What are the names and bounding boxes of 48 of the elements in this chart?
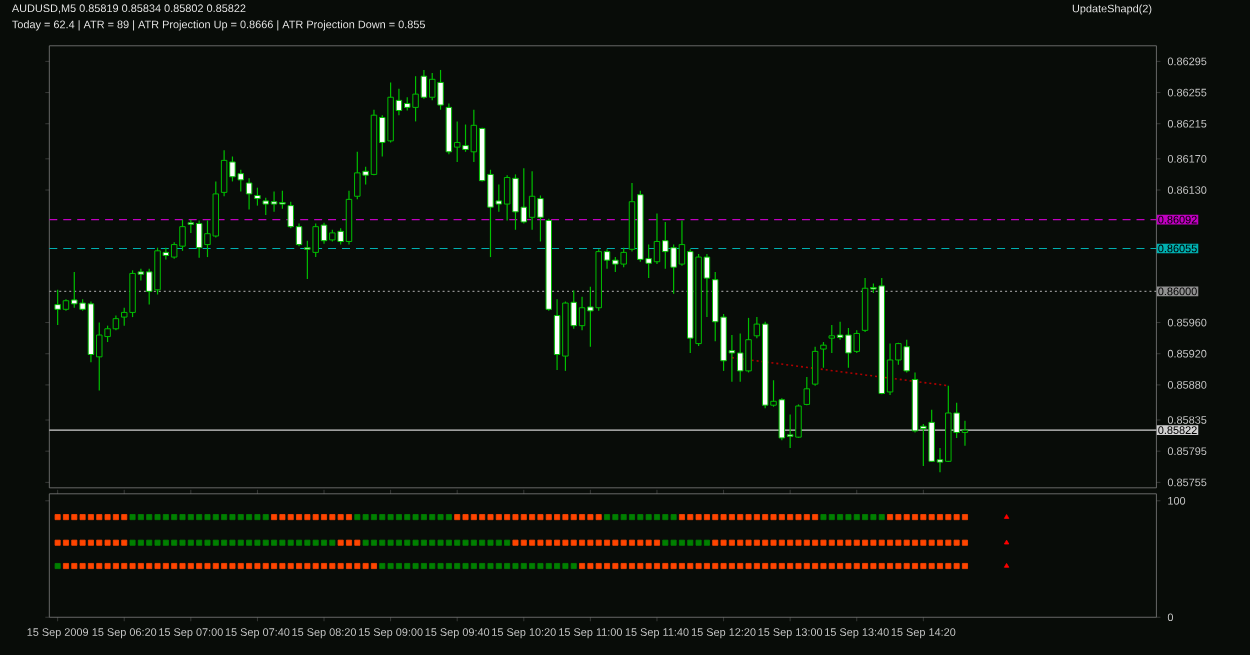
candlestick [853, 330, 860, 354]
candlestick [795, 404, 802, 439]
candlestick [928, 409, 935, 464]
candlestick [179, 219, 186, 252]
candlestick [195, 220, 203, 259]
candlestick [420, 69, 428, 100]
candlestick [71, 271, 78, 309]
candlestick [437, 69, 444, 111]
candlestick [861, 277, 869, 333]
candlestick [212, 181, 220, 239]
candlestick [811, 346, 819, 387]
candlestick [270, 191, 278, 213]
candlestick [903, 339, 910, 374]
candlestick [445, 103, 453, 156]
candlestick [745, 317, 752, 374]
candlestick [736, 333, 744, 383]
candlestick [129, 270, 136, 319]
candlestick [553, 299, 561, 372]
candlestick [503, 175, 511, 222]
candlestick [961, 420, 969, 447]
candlestick [512, 174, 519, 231]
candlestick [620, 247, 627, 269]
candlestick [670, 244, 677, 295]
candlestick [803, 376, 811, 407]
candlestick [778, 398, 786, 442]
candlestick [54, 289, 61, 326]
candlestick [662, 221, 669, 270]
candlestick [462, 124, 469, 153]
candlestick [237, 169, 245, 193]
candlestick [528, 171, 536, 231]
candlestick [845, 327, 852, 369]
candlestick [245, 178, 253, 211]
candlestick [628, 182, 636, 253]
candlestick [412, 76, 419, 123]
candlestick [820, 341, 827, 369]
candlestick [345, 190, 353, 246]
candlestick [220, 150, 228, 198]
candlestick [578, 296, 586, 332]
candlestick [354, 151, 361, 201]
candlestick [387, 82, 394, 144]
candlestick [320, 222, 328, 245]
candlestick [828, 324, 836, 354]
candlestick [653, 213, 661, 266]
candlestick [428, 72, 436, 102]
candlestick [537, 195, 544, 243]
candlestick [520, 168, 528, 225]
candlestick [312, 223, 319, 259]
candlestick [154, 247, 161, 296]
